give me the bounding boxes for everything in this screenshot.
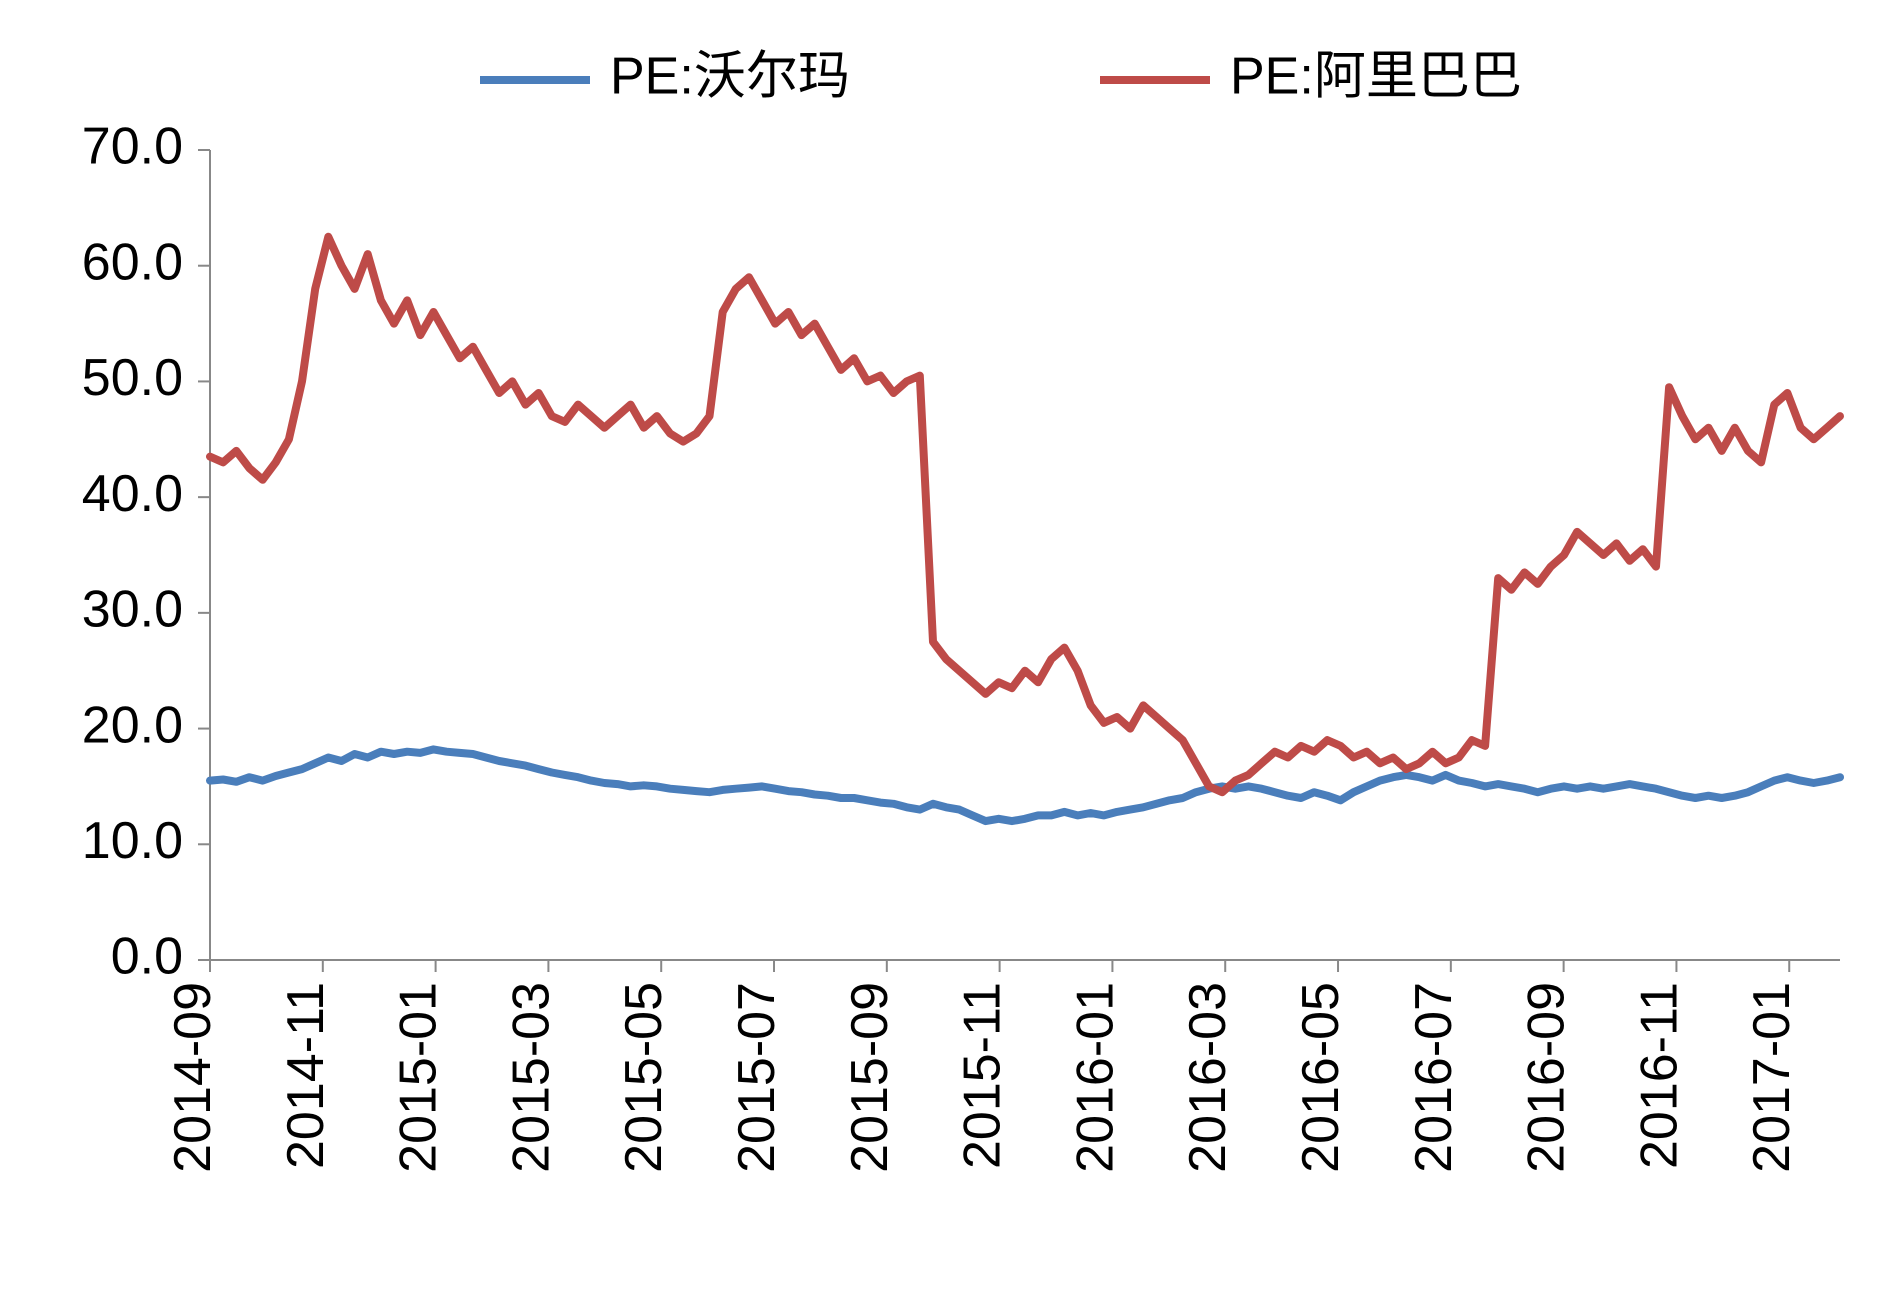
x-tick-label: 2015-09 <box>841 982 899 1173</box>
x-tick-label: 2014-11 <box>277 982 335 1169</box>
pe-line-chart: 0.0 10.0 20.0 30.0 40.0 50.0 60.0 70.0 2014-09 20… <box>0 0 1889 1299</box>
x-tick-label: 2014-09 <box>164 982 222 1173</box>
x-tick-label: 2016-03 <box>1179 982 1237 1173</box>
x-tick-label: 2016-07 <box>1405 982 1463 1173</box>
y-tick-label: 70.0 <box>82 118 183 176</box>
x-tick-label: 2017-01 <box>1743 982 1801 1173</box>
x-tick-label: 2015-05 <box>615 982 673 1173</box>
y-tick-label: 60.0 <box>82 233 183 291</box>
y-tick-label: 40.0 <box>82 465 183 523</box>
x-tick-label: 2015-03 <box>502 982 560 1173</box>
legend-label: PE:沃尔玛 <box>610 48 850 106</box>
y-tick-label: 10.0 <box>82 812 183 870</box>
x-tick-label: 2016-01 <box>1066 982 1124 1173</box>
y-tick-label: 50.0 <box>82 349 183 407</box>
x-tick-label: 2016-11 <box>1630 982 1688 1169</box>
y-tick-label: 0.0 <box>111 928 183 986</box>
x-tick-label: 2016-05 <box>1292 982 1350 1173</box>
x-tick-label: 2015-01 <box>390 982 448 1173</box>
y-tick-label: 30.0 <box>82 581 183 639</box>
y-tick-label: 20.0 <box>82 696 183 754</box>
x-tick-label: 2015-07 <box>728 982 786 1173</box>
chart-svg: 0.0 10.0 20.0 30.0 40.0 50.0 60.0 70.0 2014-09 20… <box>0 0 1889 1299</box>
legend-label: PE:阿里巴巴 <box>1230 48 1522 106</box>
x-tick-label: 2015-11 <box>954 982 1012 1169</box>
x-tick-label: 2016-09 <box>1518 982 1576 1173</box>
